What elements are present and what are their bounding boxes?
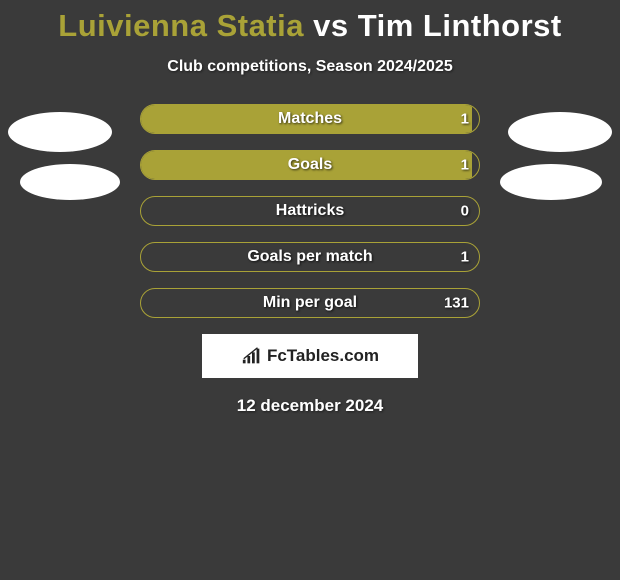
stat-label: Goals	[288, 156, 332, 174]
stat-label: Min per goal	[263, 294, 357, 312]
stat-value-right: 0	[461, 203, 469, 220]
chart-icon	[241, 346, 263, 366]
player-right-name: Tim Linthorst	[358, 8, 562, 43]
avatar-left-top	[8, 112, 112, 152]
comparison-subtitle: Club competitions, Season 2024/2025	[0, 58, 620, 76]
stat-value-right: 131	[444, 295, 469, 312]
stat-value-right: 1	[461, 111, 469, 128]
comparison-title: Luivienna Statia vs Tim Linthorst	[0, 8, 620, 44]
player-left-name: Luivienna Statia	[58, 8, 304, 43]
avatar-right-top	[508, 112, 612, 152]
footer-date: 12 december 2024	[0, 396, 620, 416]
avatar-left-bottom	[20, 164, 120, 200]
stat-label: Goals per match	[247, 248, 372, 266]
stat-row: Goals per match 1	[140, 242, 480, 272]
stat-row: Min per goal 131	[140, 288, 480, 318]
stat-row: Goals 1	[140, 150, 480, 180]
stat-value-right: 1	[461, 249, 469, 266]
brand-text: FcTables.com	[267, 346, 379, 366]
stat-row: Hattricks 0	[140, 196, 480, 226]
footer-logo: FcTables.com	[202, 334, 418, 378]
stat-label: Hattricks	[276, 202, 344, 220]
vs-text: vs	[313, 8, 348, 43]
avatar-right-bottom	[500, 164, 602, 200]
comparison-infographic: Luivienna Statia vs Tim Linthorst Club c…	[0, 0, 620, 416]
stat-label: Matches	[278, 110, 342, 128]
stat-value-right: 1	[461, 157, 469, 174]
stats-area: Matches 1 Goals 1 Hattricks 0	[0, 104, 620, 318]
logo-content: FcTables.com	[241, 346, 379, 366]
stat-rows: Matches 1 Goals 1 Hattricks 0	[140, 104, 480, 318]
stat-row: Matches 1	[140, 104, 480, 134]
